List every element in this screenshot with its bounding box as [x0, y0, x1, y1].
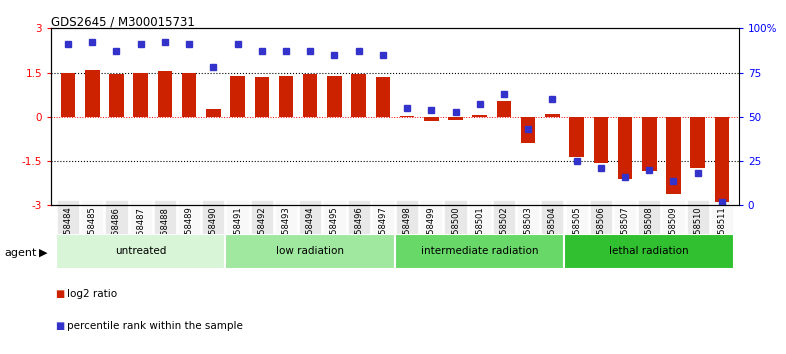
Bar	[424, 117, 439, 121]
Bar	[134, 73, 148, 117]
Bar	[303, 74, 318, 117]
Bar	[714, 117, 729, 202]
Bar	[569, 117, 584, 156]
Bar	[448, 117, 463, 120]
Bar	[327, 75, 342, 117]
Bar	[226, 234, 395, 269]
Text: log2 ratio: log2 ratio	[67, 289, 117, 299]
Bar	[109, 74, 123, 117]
Bar	[642, 117, 656, 171]
Bar	[158, 71, 172, 117]
Text: percentile rank within the sample: percentile rank within the sample	[67, 321, 243, 331]
Bar	[400, 116, 414, 117]
Text: untreated: untreated	[115, 246, 167, 256]
Bar	[545, 114, 560, 117]
Bar	[279, 75, 293, 117]
Text: ▶: ▶	[39, 248, 48, 258]
Bar	[56, 234, 226, 269]
Bar	[351, 74, 366, 117]
Bar	[85, 70, 100, 117]
Text: intermediate radiation: intermediate radiation	[421, 246, 538, 256]
Bar	[497, 101, 511, 117]
Bar	[667, 117, 681, 194]
Bar	[564, 234, 734, 269]
Bar	[395, 234, 564, 269]
Bar	[593, 117, 608, 162]
Text: low radiation: low radiation	[276, 246, 344, 256]
Bar	[255, 77, 269, 117]
Text: GDS2645 / M300015731: GDS2645 / M300015731	[51, 16, 195, 29]
Bar	[230, 75, 244, 117]
Text: agent: agent	[4, 248, 36, 258]
Bar	[182, 73, 196, 117]
Bar	[206, 109, 221, 117]
Bar	[61, 73, 75, 117]
Bar	[472, 115, 487, 117]
Text: ■: ■	[55, 321, 64, 331]
Bar	[376, 77, 390, 117]
Bar	[521, 117, 535, 143]
Bar	[618, 117, 632, 179]
Text: lethal radiation: lethal radiation	[609, 246, 689, 256]
Text: ■: ■	[55, 289, 64, 299]
Bar	[690, 117, 705, 169]
